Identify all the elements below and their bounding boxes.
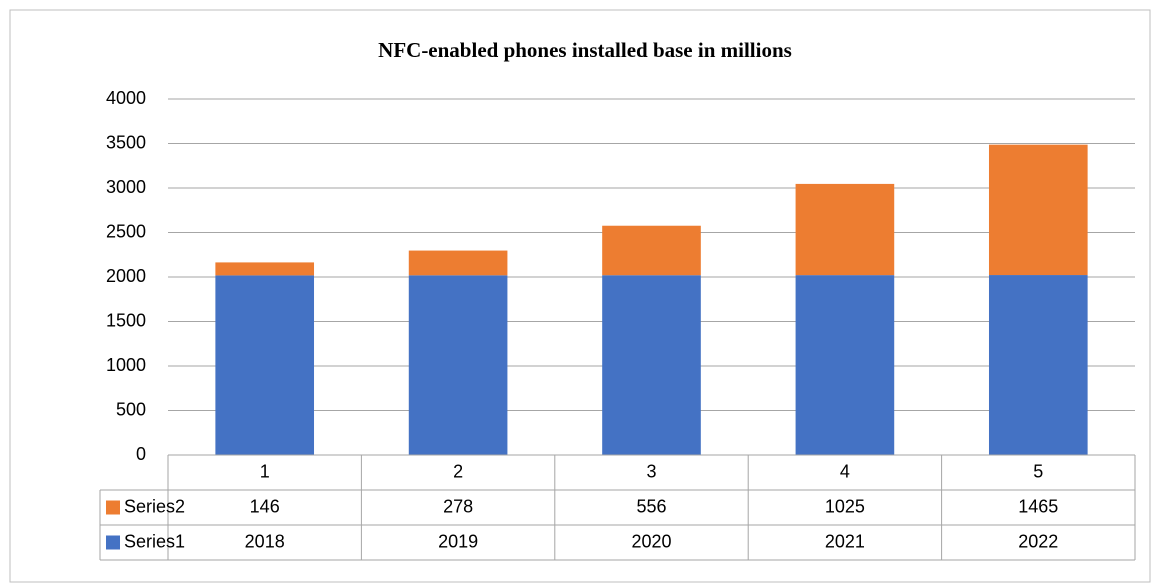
x-tick-label: 4 xyxy=(840,461,850,481)
y-tick-label: 1000 xyxy=(106,355,146,375)
bar xyxy=(602,275,701,455)
y-tick-label: 500 xyxy=(116,399,146,419)
x-tick-label: 5 xyxy=(1033,461,1043,481)
x-tick-label: 1 xyxy=(260,461,270,481)
table-value: 2021 xyxy=(825,531,865,551)
chart-title: NFC-enabled phones installed base in mil… xyxy=(378,38,792,62)
bar xyxy=(408,250,508,276)
table-value: 278 xyxy=(443,496,473,516)
y-tick-label: 0 xyxy=(136,444,146,464)
bar xyxy=(795,275,895,455)
bar xyxy=(988,275,1088,455)
chart-border xyxy=(9,9,1151,583)
y-tick-label: 2500 xyxy=(106,221,146,241)
x-tick-label: 2 xyxy=(453,461,463,481)
y-tick-label: 3500 xyxy=(106,132,146,152)
bar xyxy=(795,183,895,276)
y-tick-label: 3000 xyxy=(106,177,146,197)
table-value: 1465 xyxy=(1018,496,1058,516)
legend-swatch xyxy=(106,500,120,515)
y-tick-label: 4000 xyxy=(106,88,146,108)
table-value: 2019 xyxy=(438,531,478,551)
y-tick-label: 1500 xyxy=(106,310,146,330)
bar xyxy=(215,262,315,276)
x-tick-label: 3 xyxy=(646,461,656,481)
bar xyxy=(215,275,315,455)
legend-swatch xyxy=(106,535,120,550)
table-value: 2020 xyxy=(631,531,671,551)
table-value: 146 xyxy=(250,496,280,516)
legend-label: Series2 xyxy=(124,496,185,516)
table-value: 1025 xyxy=(825,496,865,516)
table-value: 556 xyxy=(636,496,666,516)
table-value: 2022 xyxy=(1018,531,1058,551)
table-value: 2018 xyxy=(245,531,285,551)
y-tick-label: 2000 xyxy=(106,266,146,286)
bar xyxy=(988,144,1088,276)
bar xyxy=(408,275,508,455)
legend-label: Series1 xyxy=(124,531,185,551)
bar xyxy=(602,225,701,276)
